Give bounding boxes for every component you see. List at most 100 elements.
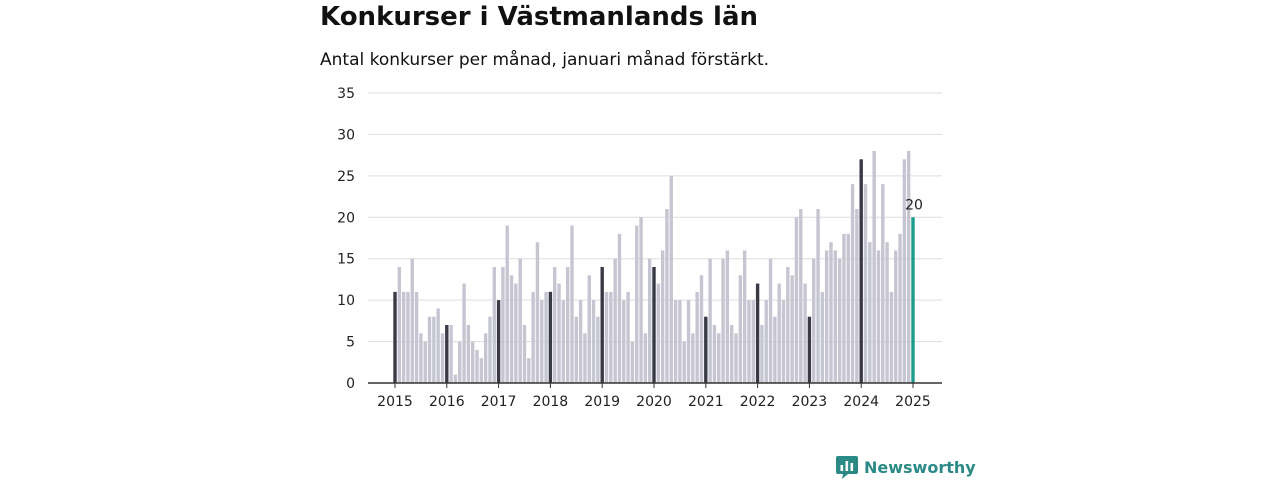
y-tick-label: 10	[337, 293, 355, 309]
bar-january	[859, 159, 863, 383]
bar	[427, 316, 432, 383]
bar	[587, 275, 591, 383]
bar	[842, 233, 846, 383]
bar	[717, 333, 721, 383]
bar	[622, 300, 626, 383]
bar	[414, 291, 419, 383]
bar	[466, 325, 471, 383]
bar	[760, 325, 764, 383]
bar	[691, 333, 695, 383]
bar	[492, 267, 496, 383]
bar	[578, 300, 583, 383]
bar	[462, 283, 466, 383]
bar	[635, 225, 639, 383]
bar	[410, 258, 414, 383]
bar	[604, 291, 609, 383]
bar	[535, 242, 540, 383]
bar	[639, 217, 643, 383]
x-tick-label: 2023	[792, 394, 828, 410]
bar	[673, 300, 678, 383]
bar	[401, 291, 406, 383]
bar-january	[600, 267, 604, 383]
bar	[730, 325, 734, 383]
bar	[781, 300, 786, 383]
x-tick-label: 2025	[895, 394, 931, 410]
bar	[777, 283, 781, 383]
bar	[742, 250, 747, 383]
bar	[501, 267, 505, 383]
bar	[734, 333, 738, 383]
newsworthy-logo-icon	[836, 456, 858, 479]
bar	[799, 209, 803, 383]
bar	[894, 250, 898, 383]
bar-january	[393, 291, 397, 383]
bar	[881, 184, 885, 383]
bar	[565, 267, 570, 383]
bar	[829, 242, 833, 383]
bar	[544, 291, 548, 383]
newsworthy-brand: Newsworthy	[836, 455, 976, 479]
bar	[846, 233, 850, 383]
chart-subtitle: Antal konkurser per månad, januari månad…	[320, 50, 770, 70]
y-tick-label: 30	[337, 127, 355, 143]
bar	[613, 258, 617, 383]
bar	[833, 250, 837, 383]
bar	[855, 209, 859, 383]
bar	[583, 333, 587, 383]
bar	[656, 283, 661, 383]
bar	[440, 333, 445, 383]
bar	[436, 308, 440, 383]
newsworthy-logo-text: Newsworthy	[864, 457, 976, 477]
bar	[712, 325, 717, 383]
bar	[449, 325, 453, 383]
bar	[738, 275, 743, 383]
bar	[643, 333, 648, 383]
bar	[773, 316, 777, 383]
y-tick-label: 0	[346, 376, 355, 392]
y-tick-label: 20	[337, 210, 355, 226]
bar	[570, 225, 574, 383]
bar	[678, 300, 682, 383]
bar	[423, 341, 427, 383]
bar-january	[445, 325, 449, 383]
bar	[591, 300, 596, 383]
bar	[898, 233, 902, 383]
bar	[837, 258, 842, 383]
bar-january	[548, 291, 553, 383]
bar	[397, 267, 402, 383]
bar	[522, 325, 527, 383]
bar-latest	[911, 217, 915, 383]
bar	[509, 275, 514, 383]
x-tick-label: 2015	[377, 394, 413, 410]
chart-title: Konkurser i Västmanlands län	[320, 2, 759, 32]
y-tick-label: 5	[346, 335, 355, 351]
bar	[483, 333, 488, 383]
bar	[686, 300, 691, 383]
bar	[617, 233, 622, 383]
bar	[479, 358, 484, 383]
bar	[699, 275, 704, 383]
bar	[660, 250, 665, 383]
bar	[824, 250, 829, 383]
x-tick-label: 2019	[584, 394, 620, 410]
bar	[540, 300, 544, 383]
latest-value-label: 20	[905, 197, 923, 213]
bar	[665, 209, 669, 383]
bar	[747, 300, 751, 383]
bar	[794, 217, 799, 383]
x-tick-label: 2017	[481, 394, 517, 410]
bar	[876, 250, 881, 383]
bar	[505, 225, 509, 383]
x-tick-label: 2024	[843, 394, 879, 410]
bar	[609, 291, 613, 383]
bar	[682, 341, 686, 383]
bar	[751, 300, 755, 383]
bar	[561, 300, 566, 383]
bar	[488, 316, 492, 383]
bar	[574, 316, 578, 383]
bar	[669, 175, 673, 383]
bar-january	[807, 316, 812, 383]
bar	[630, 341, 635, 383]
bar	[708, 258, 712, 383]
x-tick-label: 2020	[636, 394, 672, 410]
